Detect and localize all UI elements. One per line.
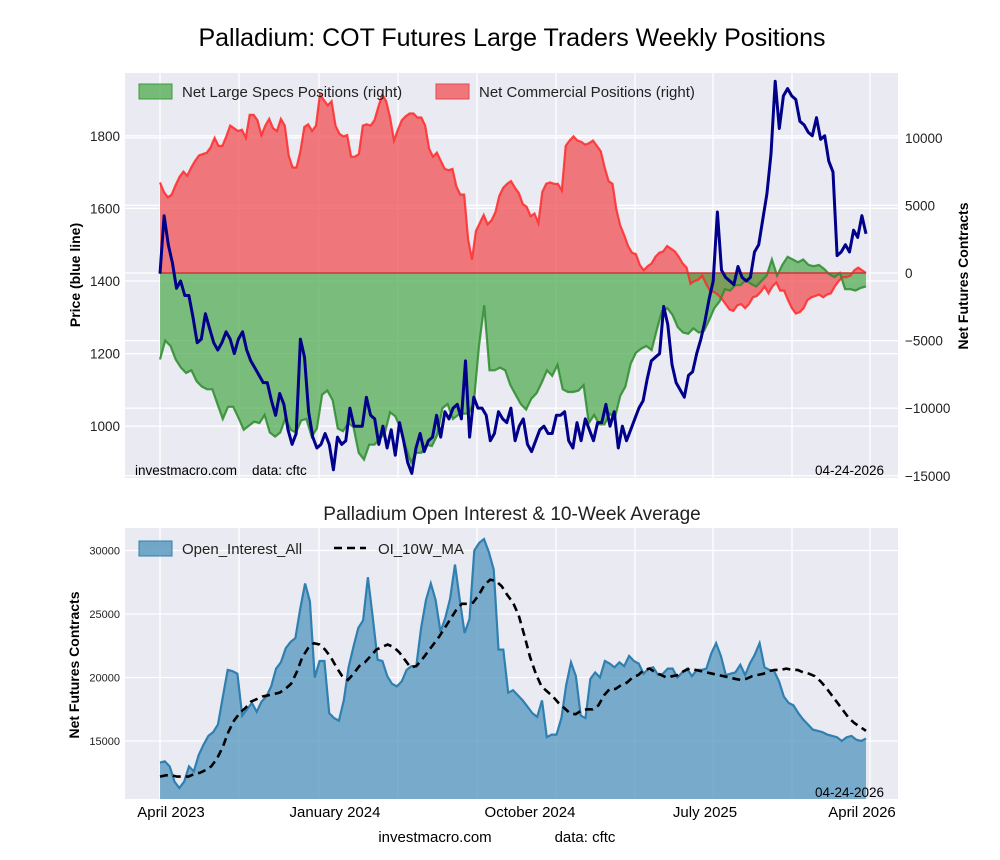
price-line bbox=[158, 79, 868, 475]
top-right-tick-label: −15000 bbox=[905, 469, 950, 484]
specs-line bbox=[158, 255, 867, 465]
legend-swatch-commercial bbox=[435, 83, 470, 100]
top-left-tick-label: 1800 bbox=[90, 129, 120, 144]
bottom-panel-title: Palladium Open Interest & 10-Week Averag… bbox=[323, 504, 700, 525]
top-right-tick-label: 5000 bbox=[905, 198, 935, 213]
bottom-legend: Open_Interest_All OI_10W_MA bbox=[138, 540, 464, 558]
top-left-axis-label: Price (blue line) bbox=[67, 223, 83, 327]
top-right-tick-label: −5000 bbox=[905, 334, 943, 349]
x-tick-label: October 2024 bbox=[485, 804, 576, 821]
bottom-panel: 15000 20000 25000 30000 April 2023 January 2… bbox=[66, 528, 898, 821]
top-price-series bbox=[158, 79, 868, 475]
top-date-note: 04-24-2026 bbox=[815, 463, 884, 478]
bottom-tick-label: 15000 bbox=[89, 736, 120, 748]
ma-line bbox=[159, 578, 867, 778]
legend-label-specs: Net Large Specs Positions (right) bbox=[182, 84, 402, 101]
top-right-tick-label: 10000 bbox=[905, 131, 943, 146]
top-source-note: investmacro.com data: cftc bbox=[135, 463, 307, 478]
footer-site: investmacro.com bbox=[378, 829, 491, 846]
footer-source: data: cftc bbox=[555, 829, 616, 846]
top-legend: Net Large Specs Positions (right) Net Co… bbox=[138, 83, 695, 101]
top-right-tick-label: 0 bbox=[905, 266, 913, 281]
x-tick-label: January 2024 bbox=[290, 804, 381, 821]
top-panel: 1000 1200 1400 1600 1800 −15000 −10000 −5000 0 5… bbox=[67, 73, 971, 484]
top-right-axis-label: Net Futures Contracts bbox=[955, 202, 971, 349]
open-interest-area bbox=[160, 539, 866, 799]
bottom-x-ticks: April 2023 January 2024 October 2024 July 2… bbox=[137, 804, 896, 821]
legend-swatch-specs bbox=[138, 83, 173, 100]
commercial-line bbox=[158, 91, 867, 315]
legend-label-open-interest: Open_Interest_All bbox=[182, 541, 302, 558]
legend-label-ma: OI_10W_MA bbox=[378, 541, 464, 558]
x-tick-label: April 2023 bbox=[137, 804, 205, 821]
specs-area bbox=[160, 256, 866, 463]
top-right-tick-label: −10000 bbox=[905, 401, 950, 416]
x-tick-label: April 2026 bbox=[828, 804, 896, 821]
bottom-tick-label: 30000 bbox=[89, 546, 120, 558]
commercial-area bbox=[160, 94, 866, 314]
top-right-axis-ticks: −15000 −10000 −5000 0 5000 10000 bbox=[905, 131, 950, 484]
x-tick-label: July 2025 bbox=[673, 804, 737, 821]
bottom-series bbox=[159, 537, 867, 799]
top-left-tick-label: 1000 bbox=[90, 419, 120, 434]
bottom-date-note: 04-24-2026 bbox=[815, 785, 884, 800]
legend-label-commercial: Net Commercial Positions (right) bbox=[479, 84, 695, 101]
open-interest-line bbox=[159, 537, 867, 790]
top-left-tick-label: 1400 bbox=[90, 274, 120, 289]
top-left-axis-ticks: 1000 1200 1400 1600 1800 bbox=[90, 129, 120, 434]
bottom-tick-label: 25000 bbox=[89, 609, 120, 621]
top-left-tick-label: 1200 bbox=[90, 347, 120, 362]
top-area-series bbox=[158, 91, 867, 465]
bottom-axis-ticks: 15000 20000 25000 30000 bbox=[89, 546, 120, 749]
legend-swatch-open-interest bbox=[138, 540, 173, 557]
figure-title: Palladium: COT Futures Large Traders Wee… bbox=[198, 24, 825, 52]
bottom-tick-label: 20000 bbox=[89, 673, 120, 685]
top-left-tick-label: 1600 bbox=[90, 201, 120, 216]
bottom-axis-label: Net Futures Contracts bbox=[66, 591, 82, 738]
